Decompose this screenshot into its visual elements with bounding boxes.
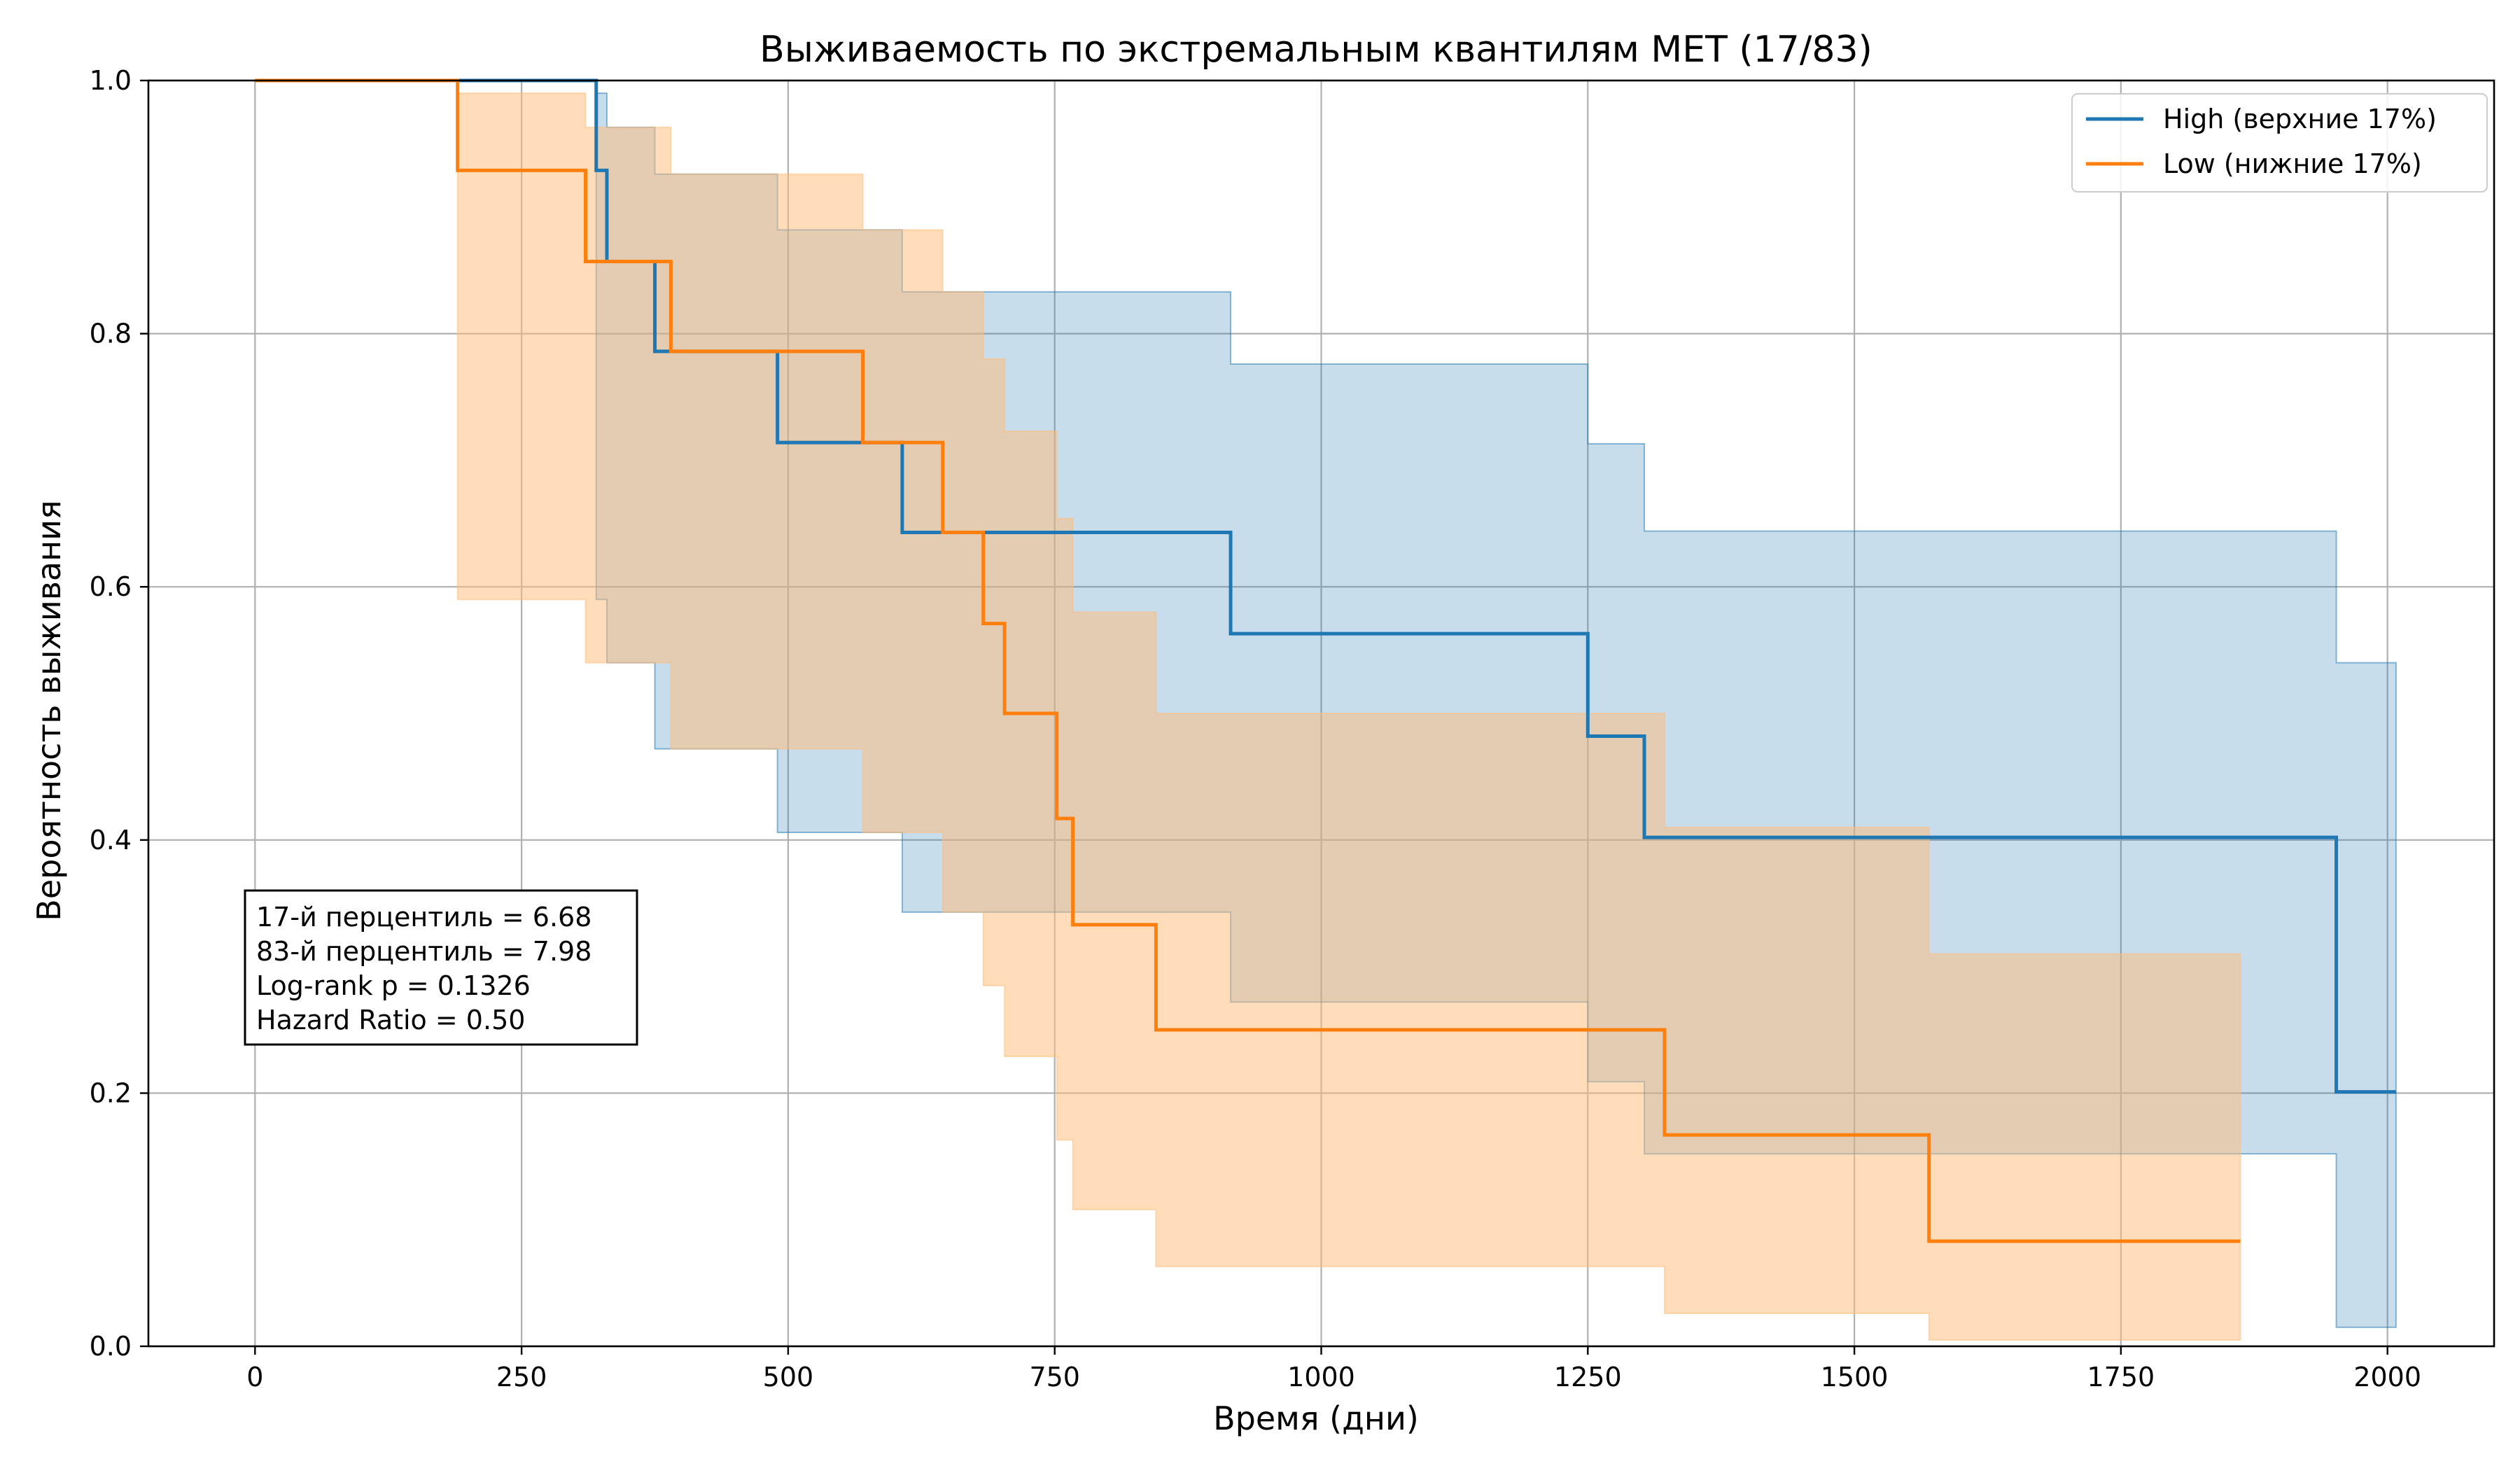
y-tick-label: 0.0 [90,1331,132,1362]
stats-line-17-percentile: 17-й перцентиль = 6.68 [256,902,592,933]
x-tick-label: 1000 [1287,1362,1355,1392]
y-axis-label: Вероятность выживания [30,500,68,921]
y-tick-label: 0.6 [90,571,132,602]
legend-label-high: High (верхние 17%) [2163,104,2437,134]
y-tick-label: 0.4 [90,825,132,856]
legend-box [2071,93,2488,193]
stats-line-83-percentile: 83-й перцентиль = 7.98 [256,936,592,967]
survival-curves [255,78,2396,1243]
confidence-bands [255,80,2397,1341]
survival-line-low [255,78,2241,1243]
stats-box-frame [244,889,638,1046]
stats-annotation: 17-й перцентиль = 6.68 83-й перцентиль =… [244,889,638,1046]
stats-line-hazard-ratio: Hazard Ratio = 0.50 [256,1005,525,1035]
x-tick-label: 1750 [2087,1362,2155,1392]
x-tick-label: 2000 [2353,1362,2421,1392]
y-tick-label: 0.2 [90,1077,132,1108]
stats-line-logrank: Log-rank p = 0.1326 [256,970,531,1001]
x-tick-label: 1500 [1821,1362,1889,1392]
x-tick-label: 500 [763,1362,814,1392]
y-tick-label: 1.0 [90,65,132,96]
chart-title: Выживаемость по экстремальным квантилям … [760,29,1872,71]
x-tick-label: 1250 [1554,1362,1622,1392]
axes: 0 250 500 750 1000 1250 1500 1750 2000 0.0 0.2 0.4 0… [90,65,2496,1392]
survival-line-high [255,78,2396,1094]
x-tick-label: 0 [246,1362,263,1392]
x-tick-label: 250 [496,1362,547,1392]
legend: High (верхние 17%) Low (нижние 17%) [2071,93,2488,193]
x-tick-label: 750 [1029,1362,1080,1392]
legend-label-low: Low (нижние 17%) [2163,148,2422,179]
y-tick-label: 0.8 [90,319,132,349]
x-axis-label: Время (дни) [1213,1399,1419,1437]
ci-band-low [255,80,2241,1341]
